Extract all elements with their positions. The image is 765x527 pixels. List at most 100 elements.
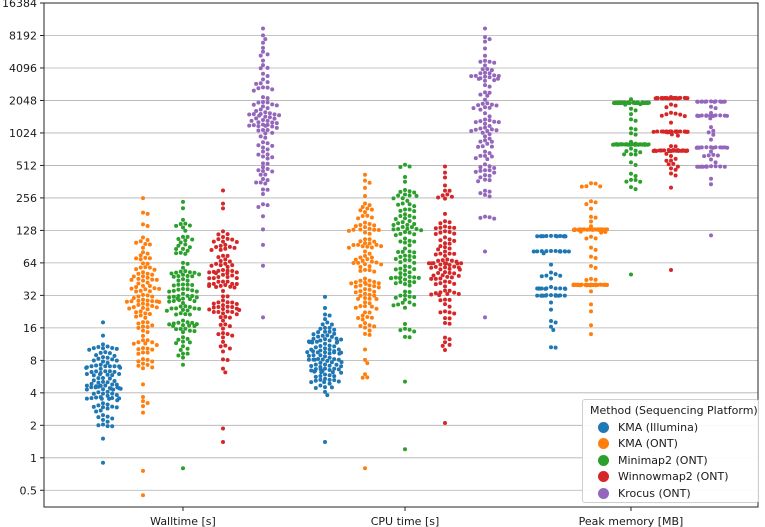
data-point [134, 240, 139, 245]
data-point [403, 216, 407, 221]
data-point [225, 275, 230, 280]
data-point [178, 221, 183, 226]
series-kma-ont [124, 172, 610, 498]
data-point [221, 253, 225, 258]
data-point [593, 283, 598, 288]
data-point [101, 355, 105, 360]
data-point [553, 293, 558, 298]
data-point [480, 101, 485, 106]
data-point [553, 320, 558, 325]
data-point [176, 353, 181, 358]
data-point [623, 102, 628, 107]
data-point [207, 284, 212, 289]
data-point [211, 239, 216, 244]
data-point [171, 274, 176, 279]
data-point [223, 257, 228, 262]
data-point [147, 242, 152, 247]
data-point [353, 305, 358, 310]
data-point [633, 152, 638, 157]
data-point [492, 170, 497, 175]
data-point [185, 278, 190, 283]
data-point [221, 426, 225, 431]
data-point [187, 297, 192, 302]
data-point [629, 126, 633, 131]
data-point [349, 281, 354, 286]
data-point [412, 190, 417, 195]
data-point [624, 179, 629, 184]
data-point [265, 141, 270, 146]
data-point [363, 267, 367, 272]
data-point [541, 234, 546, 239]
data-point [584, 236, 589, 241]
data-point [221, 349, 225, 354]
data-point [223, 246, 228, 251]
data-point [367, 237, 372, 242]
data-point [131, 341, 136, 346]
data-point [443, 219, 447, 224]
data-point [713, 160, 718, 165]
data-point [316, 357, 321, 362]
data-point [306, 353, 311, 358]
data-point [96, 390, 101, 395]
data-point [358, 278, 363, 283]
data-point [629, 117, 633, 122]
data-point [101, 379, 105, 384]
data-point [589, 302, 593, 307]
data-point [207, 270, 212, 275]
data-point [363, 194, 367, 199]
data-point [141, 297, 145, 302]
data-point [145, 275, 150, 280]
data-point [178, 311, 183, 316]
data-point [718, 99, 723, 104]
data-point [105, 402, 110, 407]
data-point [708, 116, 713, 121]
data-point [579, 184, 584, 189]
data-point [261, 122, 265, 127]
data-point [487, 59, 492, 64]
data-point [695, 113, 700, 118]
legend-marker-winnowmap2-ont [598, 471, 609, 483]
data-point [403, 240, 407, 245]
data-point [544, 273, 549, 278]
data-point [549, 293, 553, 298]
data-point [216, 279, 221, 284]
data-point [216, 255, 221, 260]
data-point [110, 416, 115, 421]
data-point [94, 395, 99, 400]
data-point [218, 322, 223, 327]
data-point [141, 196, 145, 201]
data-point [614, 142, 619, 147]
data-point [365, 244, 370, 249]
data-point [265, 100, 270, 105]
data-point [412, 232, 417, 237]
data-point [143, 255, 148, 260]
data-point [232, 285, 237, 290]
data-point [101, 346, 105, 351]
data-point [251, 88, 256, 93]
data-point [412, 250, 417, 255]
data-point [258, 66, 263, 71]
data-point [101, 422, 105, 427]
data-point [704, 99, 709, 104]
data-point [187, 312, 192, 317]
data-point [197, 306, 202, 311]
data-point [398, 165, 403, 170]
data-point [134, 314, 139, 319]
data-point [367, 264, 372, 269]
data-point [623, 142, 627, 147]
data-point [363, 372, 367, 377]
data-point [256, 100, 261, 105]
data-point [389, 276, 394, 281]
data-point [391, 196, 396, 201]
data-point [409, 225, 414, 230]
data-point [363, 253, 367, 258]
data-point [216, 309, 221, 314]
data-point [456, 292, 461, 297]
data-point [363, 249, 367, 254]
legend-marker-minimap2-ont [598, 454, 609, 466]
data-point [549, 284, 553, 289]
data-point [487, 178, 492, 183]
data-point [393, 275, 398, 280]
data-point [181, 300, 185, 305]
data-point [454, 259, 459, 264]
